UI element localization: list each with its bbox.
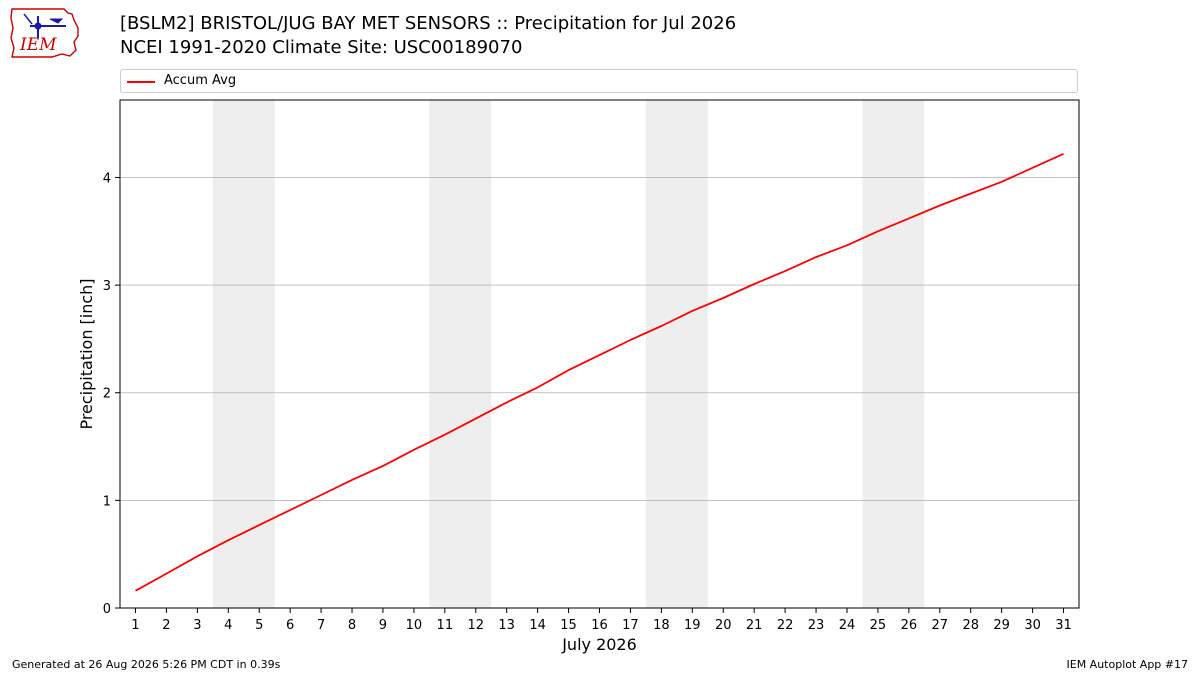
x-tick-label-16: 16 bbox=[591, 618, 608, 633]
legend-label-accum-avg: Accum Avg bbox=[164, 73, 237, 88]
x-tick-label-3: 3 bbox=[193, 618, 201, 633]
y-tick-label-1: 1 bbox=[103, 494, 111, 509]
weekend-shading bbox=[212, 100, 925, 608]
x-tick-label-2: 2 bbox=[162, 618, 170, 633]
y-gridlines bbox=[120, 177, 1079, 501]
logo-text: IEM bbox=[19, 35, 57, 55]
x-tick-label-15: 15 bbox=[560, 618, 577, 633]
y-axis-ticks: 0 1 2 3 4 bbox=[103, 171, 120, 617]
x-tick-label-10: 10 bbox=[406, 618, 423, 633]
legend-swatch-accum-avg bbox=[127, 81, 155, 83]
x-tick-label-22: 22 bbox=[777, 618, 794, 633]
x-tick-label-31: 31 bbox=[1055, 618, 1072, 633]
chart-subtitle: NCEI 1991-2020 Climate Site: USC00189070 bbox=[120, 37, 523, 58]
x-tick-label-18: 18 bbox=[653, 618, 670, 633]
x-tick-label-26: 26 bbox=[901, 618, 918, 633]
x-tick-label-29: 29 bbox=[993, 618, 1010, 633]
weather-vane-icon bbox=[23, 13, 66, 38]
x-tick-label-28: 28 bbox=[962, 618, 979, 633]
y-tick-label-4: 4 bbox=[103, 171, 111, 186]
x-tick-label-1: 1 bbox=[131, 618, 139, 633]
x-tick-label-9: 9 bbox=[379, 618, 387, 633]
weekend-band-2 bbox=[429, 100, 492, 608]
x-tick-label-4: 4 bbox=[224, 618, 232, 633]
chart-title: [BSLM2] BRISTOL/JUG BAY MET SENSORS :: P… bbox=[120, 13, 737, 34]
x-tick-label-5: 5 bbox=[255, 618, 263, 633]
y-tick-label-0: 0 bbox=[103, 602, 111, 617]
x-axis-label: July 2026 bbox=[561, 635, 637, 654]
x-tick-label-13: 13 bbox=[498, 618, 515, 633]
x-tick-label-17: 17 bbox=[622, 618, 639, 633]
footer-generated: Generated at 26 Aug 2026 5:26 PM CDT in … bbox=[12, 658, 281, 671]
x-tick-label-21: 21 bbox=[746, 618, 763, 633]
x-axis-ticks: 1 2 3 4 5 6 7 8 9 10 11 12 13 14 15 16 17 18 19 20 21 22 23 24 2… bbox=[131, 608, 1072, 633]
x-tick-label-20: 20 bbox=[715, 618, 732, 633]
x-tick-label-12: 12 bbox=[467, 618, 484, 633]
series-layer bbox=[135, 152, 1064, 592]
x-tick-label-27: 27 bbox=[932, 618, 949, 633]
x-tick-label-7: 7 bbox=[317, 618, 325, 633]
x-tick-label-23: 23 bbox=[808, 618, 825, 633]
x-tick-label-25: 25 bbox=[870, 618, 887, 633]
y-tick-label-3: 3 bbox=[103, 279, 111, 294]
iem-logo: IEM bbox=[8, 6, 82, 60]
x-tick-label-8: 8 bbox=[348, 618, 356, 633]
weekend-band-4 bbox=[862, 100, 925, 608]
iem-logo-graphic: IEM bbox=[10, 8, 79, 58]
x-tick-label-11: 11 bbox=[437, 618, 454, 633]
x-tick-label-6: 6 bbox=[286, 618, 294, 633]
weekend-band-3 bbox=[645, 100, 708, 608]
x-tick-label-14: 14 bbox=[529, 618, 546, 633]
x-tick-label-24: 24 bbox=[839, 618, 856, 633]
y-axis-label: Precipitation [inch] bbox=[77, 278, 96, 429]
y-tick-label-2: 2 bbox=[103, 387, 111, 402]
x-tick-label-30: 30 bbox=[1024, 618, 1041, 633]
legend: Accum Avg bbox=[120, 69, 1078, 93]
footer-app-id: IEM Autoplot App #17 bbox=[1066, 658, 1189, 671]
x-tick-label-19: 19 bbox=[684, 618, 701, 633]
series-line-accum-avg bbox=[135, 152, 1064, 592]
